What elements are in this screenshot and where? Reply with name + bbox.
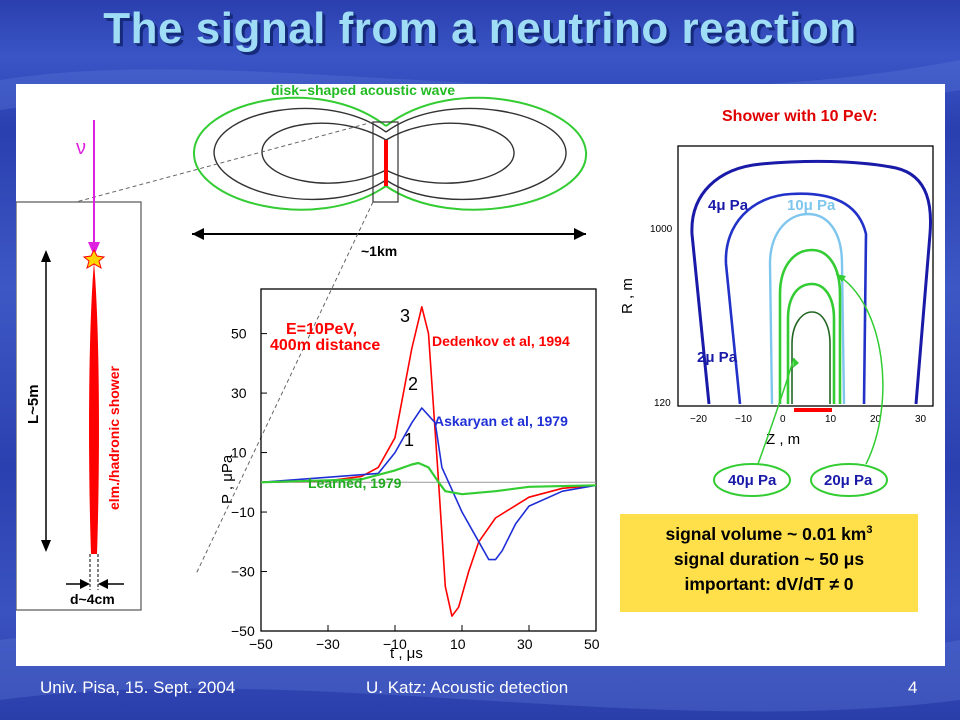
acoustic-wave-diagram: disk−shaped acoustic wave ~1km bbox=[75, 84, 588, 575]
wave-label: disk−shaped acoustic wave bbox=[271, 84, 455, 98]
contour-y-tick-label: 1000 bbox=[650, 224, 673, 235]
x-tick-label: −50 bbox=[249, 636, 273, 652]
contour-label-4: 4μ Pa bbox=[708, 197, 749, 214]
pointer-20-head bbox=[836, 274, 846, 282]
contour-label-20-ellipse bbox=[810, 463, 888, 497]
wave-contour-inner-left bbox=[261, 122, 387, 184]
contour-xlabel: Z , m bbox=[766, 431, 800, 448]
contour-x-tick-label: 20 bbox=[870, 414, 882, 425]
y-tick-label: 10 bbox=[231, 445, 247, 461]
length-arrow-head-top bbox=[41, 250, 51, 262]
x-tick-label: −10 bbox=[383, 636, 407, 652]
curve-number-3: 3 bbox=[400, 306, 410, 326]
projection-line-bottom bbox=[195, 201, 374, 575]
length-arrow-head-bottom bbox=[41, 540, 51, 552]
wave-contour-outer-left bbox=[192, 96, 387, 211]
contour-x-tick-label: −20 bbox=[690, 414, 707, 425]
y-tick-label: 30 bbox=[231, 385, 247, 401]
figure-panel: disk−shaped acoustic wave ~1km ν bbox=[16, 84, 945, 666]
contour-plot: Shower with 10 PeV: −20 −10 0 10 20 30 1000 120… bbox=[619, 108, 934, 497]
distance-arrow-head-right bbox=[574, 228, 586, 240]
shower-large bbox=[89, 262, 99, 554]
series-line-2 bbox=[260, 407, 597, 561]
info-line-2: signal duration ~ 50 μs bbox=[673, 548, 865, 569]
pointer-40 bbox=[757, 357, 795, 465]
contour-title: Shower with 10 PeV: bbox=[722, 108, 878, 125]
distance-arrow-head-left bbox=[192, 228, 204, 240]
pressure-plot-ticks: −50 −30 −10 10 30 50 50 30 10 −10 −30 −50 bbox=[231, 326, 600, 652]
shower-diagram: ν L~5m elm./hadronic shower d~4cm bbox=[16, 120, 142, 611]
length-label: L~5m bbox=[25, 384, 42, 424]
shower-box bbox=[16, 201, 142, 611]
info-line-1-sup: 3 bbox=[866, 524, 873, 536]
pointer-40-head bbox=[793, 358, 799, 368]
y-tick-label: −50 bbox=[231, 623, 255, 639]
curve-number-2: 2 bbox=[408, 374, 418, 394]
y-tick-label: −30 bbox=[231, 564, 255, 580]
contour-ylabel: R , m bbox=[619, 278, 636, 314]
figure-svg: disk−shaped acoustic wave ~1km ν bbox=[16, 84, 934, 662]
x-tick-label: −30 bbox=[316, 636, 340, 652]
contour-label-20: 20μ Pa bbox=[824, 472, 873, 489]
wave-contour-inner-right bbox=[385, 122, 515, 184]
pressure-plot-curves bbox=[260, 306, 597, 617]
x-tick-label: 50 bbox=[584, 636, 600, 652]
diameter-label: d~4cm bbox=[70, 591, 115, 607]
contour-inner bbox=[791, 311, 831, 404]
contour-plot-ticks: −20 −10 0 10 20 30 1000 120 bbox=[650, 224, 927, 425]
info-line-1-text: signal volume ~ 0.01 km bbox=[665, 523, 867, 544]
contour-40-pa bbox=[786, 282, 836, 404]
contour-2-pa bbox=[690, 159, 932, 405]
projection-line-top bbox=[75, 121, 374, 203]
pressure-plot-frame bbox=[260, 288, 597, 632]
diameter-arrow-head-right bbox=[98, 579, 108, 589]
contour-label-2: 2μ Pa bbox=[697, 349, 738, 366]
contour-4-pa bbox=[724, 192, 868, 405]
pressure-ylabel: P , μPa bbox=[219, 454, 236, 504]
contour-y-tick-label: 120 bbox=[654, 398, 671, 409]
contour-x-tick-label: 0 bbox=[780, 414, 786, 425]
contour-plot-frame bbox=[677, 145, 934, 407]
pointer-20 bbox=[835, 273, 884, 465]
y-tick-label: −10 bbox=[231, 504, 255, 520]
plot-distance-label: 400m distance bbox=[270, 337, 380, 354]
energy-label: E=10PeV, bbox=[286, 321, 357, 338]
slide-title: The signal from a neutrino reaction bbox=[103, 4, 857, 53]
info-line-1: signal volume ~ 0.01 km3 bbox=[620, 518, 918, 547]
distance-label: ~1km bbox=[361, 243, 397, 259]
model-label-dedenkov: Dedenkov et al, 1994 bbox=[432, 333, 570, 349]
wave-contour-outer-right bbox=[385, 96, 588, 211]
y-tick-label: 50 bbox=[231, 326, 247, 342]
page-number: 4 bbox=[908, 678, 918, 697]
contour-label-10: 10μ Pa bbox=[787, 197, 836, 214]
wave-contour-mid-left bbox=[213, 107, 387, 200]
contour-label-40-ellipse bbox=[713, 463, 791, 497]
curve-number-1: 1 bbox=[404, 430, 414, 450]
contour-10-pa bbox=[768, 212, 846, 405]
neutrino-symbol: ν bbox=[76, 137, 86, 159]
diameter-arrow-head-left bbox=[80, 579, 90, 589]
contour-x-tick-label: 10 bbox=[825, 414, 837, 425]
series-line-3 bbox=[260, 461, 597, 496]
info-line-3: important: dV/dT ≠ 0 bbox=[684, 573, 854, 594]
contour-label-40: 40μ Pa bbox=[728, 472, 777, 489]
contour-x-tick-label: 30 bbox=[915, 414, 927, 425]
model-label-learned: Learned, 1979 bbox=[308, 475, 402, 491]
x-tick-label: 10 bbox=[450, 636, 466, 652]
footer-venue: Univ. Pisa, 15. Sept. 2004 bbox=[40, 678, 236, 697]
series-line-1 bbox=[260, 306, 597, 617]
wave-contour-mid-right bbox=[385, 107, 567, 200]
shower-zoom-box bbox=[372, 121, 399, 203]
info-box: signal volume ~ 0.01 km3 signal duration… bbox=[620, 514, 918, 612]
contour-x-tick-label: −10 bbox=[735, 414, 752, 425]
x-tick-label: 30 bbox=[517, 636, 533, 652]
footer-author: U. Katz: Acoustic detection bbox=[366, 678, 569, 697]
model-label-askaryan: Askaryan et al, 1979 bbox=[434, 413, 568, 429]
pressure-xlabel: t , μs bbox=[390, 645, 423, 662]
shower-label: elm./hadronic shower bbox=[106, 366, 122, 510]
